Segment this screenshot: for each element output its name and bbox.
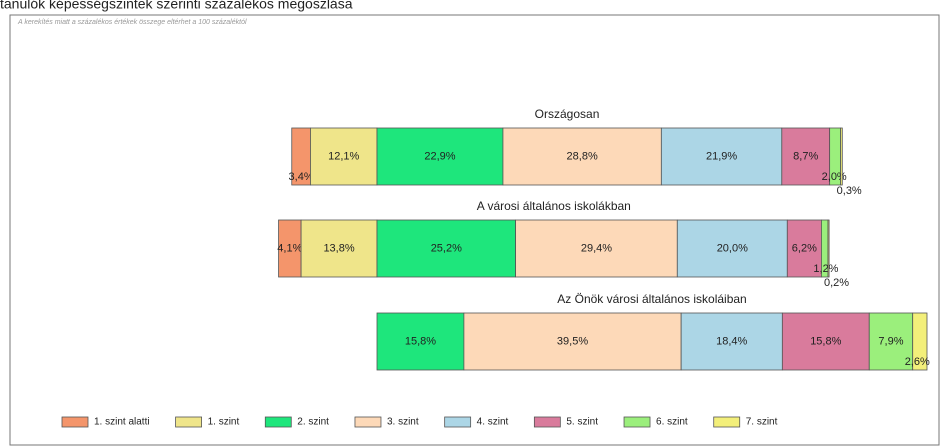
value-label: 7,9% <box>878 335 903 347</box>
bar-segment <box>376 127 504 186</box>
legend-label: 2. szint <box>297 417 329 428</box>
legend-swatch <box>61 416 89 428</box>
legend-swatch <box>264 416 292 428</box>
legend-label: 4. szint <box>477 417 509 428</box>
group-title: Országosan <box>535 107 600 121</box>
legend-swatch <box>533 416 561 428</box>
value-label: 39,5% <box>557 335 588 347</box>
bar-segment <box>827 219 830 278</box>
value-label: 13,8% <box>323 242 354 254</box>
legend-label: 3. szint <box>387 417 419 428</box>
group-title: Az Önök városi általános iskoláiban <box>557 292 746 306</box>
value-label: 28,8% <box>567 150 598 162</box>
chart-subtitle: A kerekítés miatt a százalékos értékek ö… <box>17 19 247 26</box>
value-label: 0,3% <box>837 185 862 197</box>
legend-label: 1. szint alatti <box>94 417 150 428</box>
value-label: 22,9% <box>424 150 455 162</box>
bar-segment <box>660 127 783 186</box>
bar-segment <box>781 312 870 371</box>
chart-title: tanulók képességszintek szerinti százalé… <box>0 0 353 12</box>
value-label: 4,1% <box>277 242 302 254</box>
legend-swatch <box>175 416 202 428</box>
legend-swatch <box>444 416 472 428</box>
value-label: 2,0% <box>822 171 847 183</box>
value-label: 8,7% <box>793 150 818 162</box>
bar-segment <box>502 127 662 186</box>
value-label: 15,8% <box>405 335 436 347</box>
value-label: 18,4% <box>716 335 747 347</box>
group-title: A városi általános iskolákban <box>477 199 631 213</box>
legend-label: 6. szint <box>656 417 688 428</box>
bar-segment <box>781 127 831 186</box>
bar-segment <box>376 219 517 278</box>
value-label: 12,1% <box>328 150 359 162</box>
legend-label: 5. szint <box>566 417 598 428</box>
bar-segment <box>376 312 465 371</box>
bar-segment <box>680 312 783 371</box>
bar-segment <box>463 312 682 371</box>
value-label: 3,4% <box>289 171 314 183</box>
value-label: 21,9% <box>706 150 737 162</box>
legend-label: 7. szint <box>746 417 778 428</box>
value-label: 0,2% <box>824 277 849 289</box>
value-label: 6,2% <box>792 242 817 254</box>
bar-segment <box>868 312 914 371</box>
value-label: 15,8% <box>810 335 841 347</box>
bar-segment <box>912 312 928 371</box>
value-label: 29,4% <box>581 242 612 254</box>
legend-swatch <box>713 416 741 428</box>
bar-segment <box>515 219 678 278</box>
value-label: 1,2% <box>813 263 838 275</box>
bar-segment <box>840 127 843 186</box>
legend-label: 1. szint <box>208 417 240 428</box>
bar-segment <box>676 219 788 278</box>
value-label: 20,0% <box>717 242 748 254</box>
legend-swatch <box>354 416 382 428</box>
value-label: 2,6% <box>905 356 930 368</box>
legend-swatch <box>623 416 651 428</box>
value-label: 25,2% <box>431 242 462 254</box>
